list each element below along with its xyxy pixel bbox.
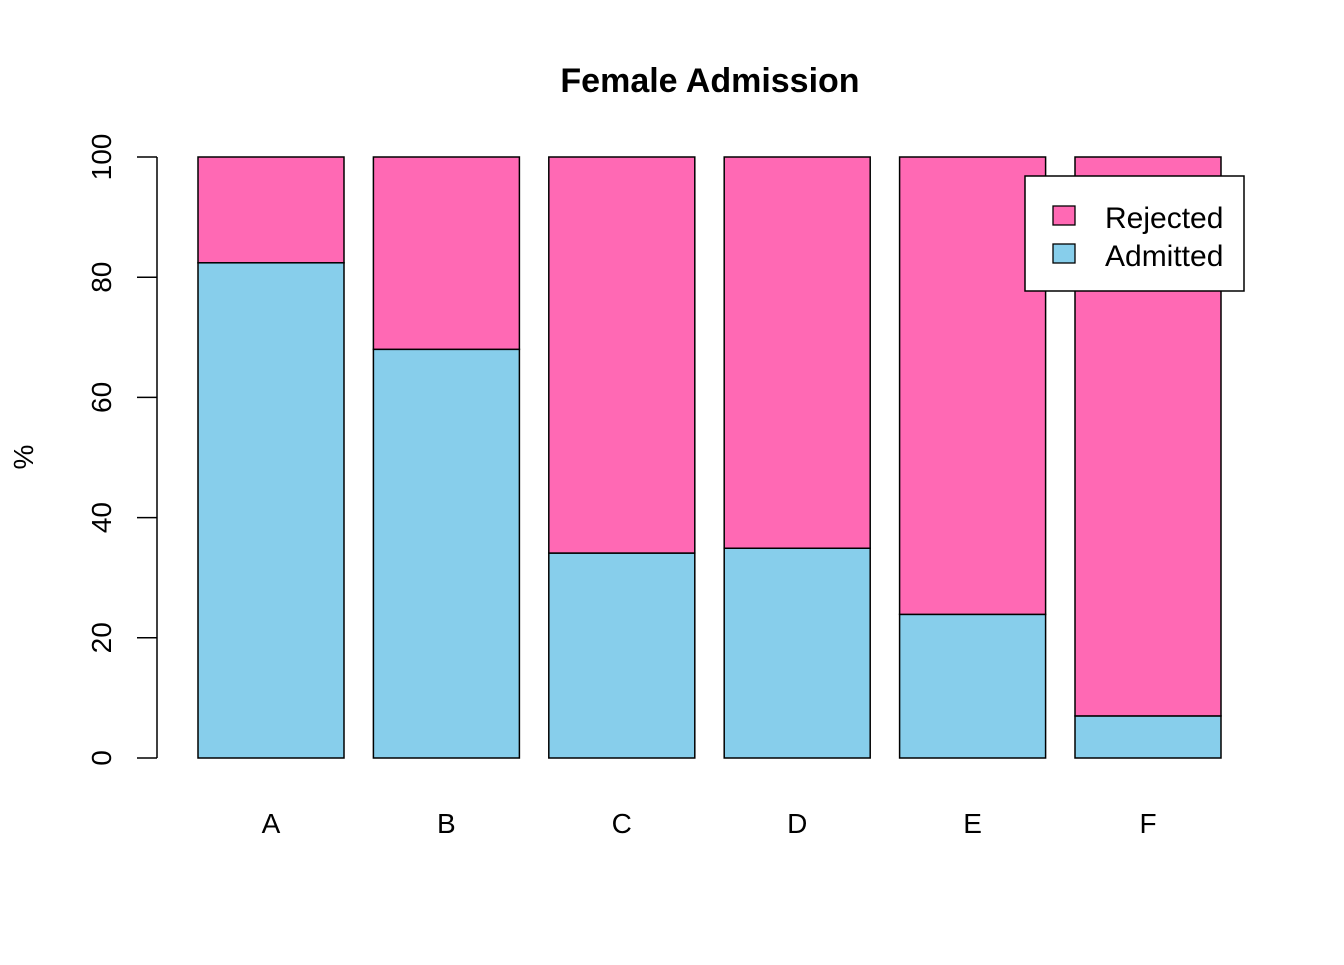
- bar-segment-rejected-b: [372, 156, 521, 351]
- bar-segment-rejected-c: [548, 156, 696, 554]
- bars-group: [197, 156, 1222, 759]
- bar-segment-rejected-a: [197, 156, 345, 264]
- legend-label-admitted: Admitted: [1105, 240, 1223, 273]
- bar-segment-admitted-f: [1074, 715, 1222, 759]
- legend-swatch-rejected: [1052, 205, 1076, 226]
- y-tick-label: 40: [86, 502, 117, 533]
- y-tick-label: 60: [86, 382, 117, 413]
- bar-segment-admitted-b: [372, 348, 521, 759]
- y-axis: 0 20 40 60 80 100: [86, 134, 158, 766]
- y-tick-label: 20: [86, 622, 117, 653]
- x-tick-label: B: [437, 808, 456, 839]
- bar-segment-admitted-e: [898, 613, 1047, 759]
- x-tick-label: F: [1139, 808, 1156, 839]
- legend-box: [1024, 175, 1245, 292]
- legend-swatch-admitted: [1052, 243, 1076, 264]
- legend-label-rejected: Rejected: [1105, 202, 1223, 235]
- y-axis-label: %: [8, 445, 39, 470]
- x-tick-label: C: [612, 808, 632, 839]
- chart-title: Female Admission: [560, 62, 859, 100]
- y-tick-label: 100: [86, 134, 117, 181]
- x-tick-label: A: [262, 808, 281, 839]
- x-tick-label: D: [787, 808, 807, 839]
- y-tick-label: 0: [86, 750, 117, 766]
- bar-segment-admitted-d: [723, 547, 871, 759]
- y-tick-label: 80: [86, 262, 117, 293]
- bar-segment-rejected-d: [723, 156, 871, 550]
- legend: Rejected Admitted: [1024, 175, 1245, 292]
- x-tick-label: E: [963, 808, 982, 839]
- bar-segment-rejected-e: [898, 156, 1047, 616]
- bar-segment-admitted-c: [548, 552, 696, 759]
- x-axis-ticks: A B C D E F: [262, 808, 1157, 839]
- bar-segment-admitted-a: [197, 262, 345, 759]
